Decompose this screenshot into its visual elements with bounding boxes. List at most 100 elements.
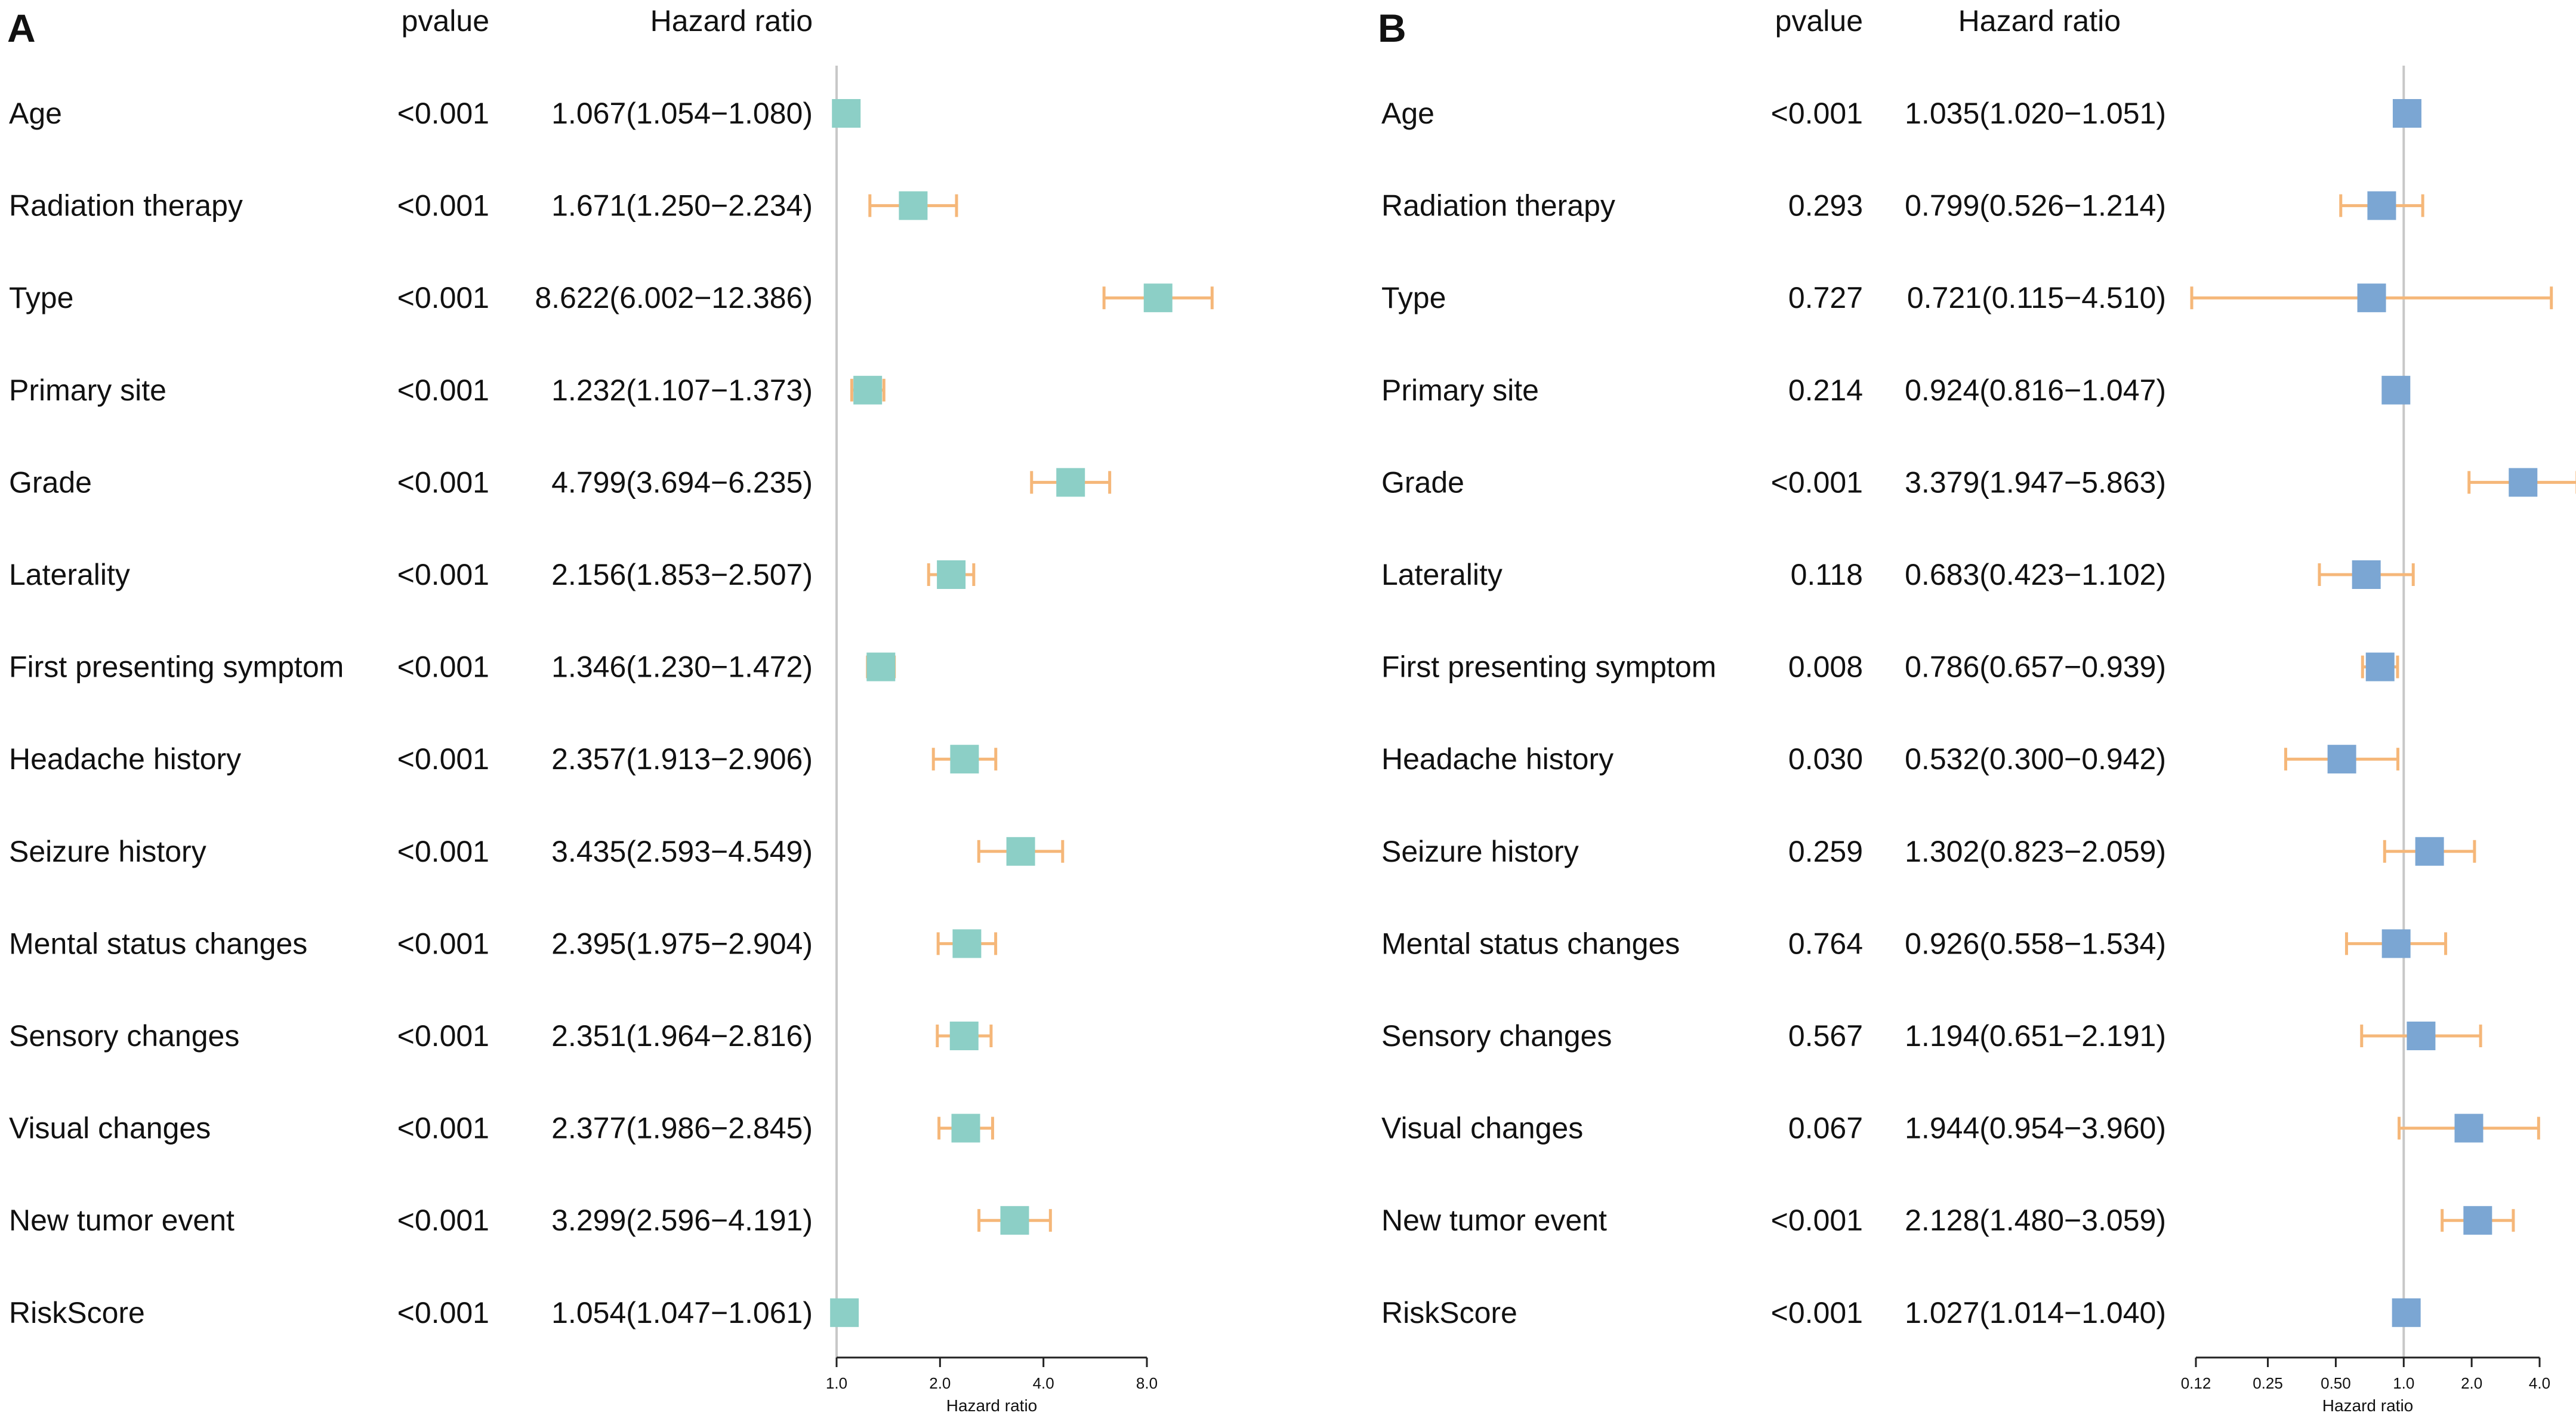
- hazard-ratio-box: [832, 99, 861, 128]
- x-axis-title: Hazard ratio: [946, 1396, 1038, 1415]
- hazard-ratio-ci-text: 1.346(1.230−1.472): [551, 650, 813, 684]
- forest-row: Visual changes <0.001 2.377(1.986−2.845): [9, 1112, 994, 1145]
- forest-row: Headache history 0.030 0.532(0.300−0.942): [1381, 742, 2399, 776]
- variable-label: Radiation therapy: [1381, 189, 1615, 223]
- hazard-ratio-ci-text: 0.721(0.115−4.510): [1907, 281, 2166, 314]
- variable-label: RiskScore: [9, 1296, 145, 1329]
- hazard-ratio-ci-text: 1.194(0.651−2.191): [1905, 1019, 2166, 1053]
- pvalue-value: <0.001: [397, 927, 489, 960]
- hazard-ratio-box: [951, 1113, 980, 1143]
- variable-label: Sensory changes: [9, 1019, 239, 1053]
- x-tick-label: 2.0: [2461, 1374, 2482, 1392]
- hazard-ratio-box: [2367, 191, 2396, 220]
- hazard-ratio-ci-text: 1.671(1.250−2.234): [551, 189, 813, 223]
- forest-row: RiskScore <0.001 1.054(1.047−1.061): [9, 1296, 859, 1329]
- variable-label: Mental status changes: [9, 927, 307, 960]
- forest-row: Primary site 0.214 0.924(0.816−1.047): [1381, 374, 2411, 407]
- hazard-ratio-ci-text: 2.377(1.986−2.845): [551, 1112, 813, 1145]
- variable-label: Visual changes: [1381, 1112, 1583, 1145]
- variable-label: Primary site: [1381, 374, 1539, 407]
- hazard-ratio-box: [2327, 745, 2356, 774]
- panel-label: A: [7, 6, 36, 50]
- hazard-ratio-ci-text: 0.786(0.657−0.939): [1905, 650, 2166, 684]
- hazard-ratio-ci-text: 1.035(1.020−1.051): [1905, 97, 2166, 130]
- pvalue-value: <0.001: [397, 835, 489, 868]
- variable-label: Type: [1381, 281, 1446, 314]
- pvalue-value: <0.001: [397, 97, 489, 130]
- panel-label: B: [1378, 6, 1406, 50]
- pvalue-value: <0.001: [397, 281, 489, 314]
- hazard-ratio-box: [2352, 560, 2381, 589]
- hazard-ratio-ci-text: 0.532(0.300−0.942): [1905, 742, 2166, 776]
- x-tick-label: 2.0: [929, 1374, 951, 1392]
- hazard-ratio-box: [1006, 837, 1035, 866]
- pvalue-value: 0.293: [1788, 189, 1863, 223]
- hazard-ratio-box: [2463, 1206, 2492, 1235]
- hazard-ratio-header: Hazard ratio: [1958, 4, 2121, 38]
- pvalue-value: <0.001: [397, 1296, 489, 1329]
- hazard-ratio-box: [2454, 1113, 2484, 1143]
- variable-label: Headache history: [1381, 742, 1614, 776]
- pvalue-value: <0.001: [397, 374, 489, 407]
- forest-row: Seizure history <0.001 3.435(2.593−4.549): [9, 835, 1065, 868]
- hazard-ratio-ci-text: 1.302(0.823−2.059): [1905, 835, 2166, 868]
- variable-label: Sensory changes: [1381, 1019, 1612, 1053]
- pvalue-value: <0.001: [397, 650, 489, 684]
- variable-label: Visual changes: [9, 1112, 211, 1145]
- hazard-ratio-ci-text: 1.054(1.047−1.061): [551, 1296, 813, 1329]
- hazard-ratio-box: [830, 1298, 859, 1327]
- forest-row: Age <0.001 1.067(1.054−1.080): [9, 97, 861, 130]
- pvalue-value: 0.008: [1788, 650, 1863, 684]
- forest-row: Primary site <0.001 1.232(1.107−1.373): [9, 374, 886, 407]
- hazard-ratio-ci-text: 2.357(1.913−2.906): [551, 742, 813, 776]
- pvalue-value: <0.001: [1771, 97, 1863, 130]
- forest-row: Mental status changes 0.764 0.926(0.558−1.…: [1381, 927, 2448, 960]
- hazard-ratio-ci-text: 3.435(2.593−4.549): [551, 835, 813, 868]
- forest-row: Radiation therapy <0.001 1.671(1.250−2.234…: [9, 189, 958, 223]
- forest-row: First presenting symptom 0.008 0.786(0.657…: [1381, 650, 2399, 684]
- hazard-ratio-header: Hazard ratio: [650, 4, 813, 38]
- forest-row: First presenting symptom <0.001 1.346(1.23…: [9, 650, 896, 684]
- hazard-ratio-ci-text: 1.944(0.954−3.960): [1905, 1112, 2166, 1145]
- variable-label: New tumor event: [1381, 1204, 1607, 1237]
- forest-row: Radiation therapy 0.293 0.799(0.526−1.214): [1381, 189, 2424, 223]
- forest-row: Seizure history 0.259 1.302(0.823−2.059): [1381, 835, 2476, 868]
- pvalue-value: <0.001: [1771, 1296, 1863, 1329]
- variable-label: Age: [1381, 97, 1434, 130]
- hazard-ratio-ci-text: 0.924(0.816−1.047): [1905, 374, 2166, 407]
- hazard-ratio-ci-text: 0.799(0.526−1.214): [1905, 189, 2166, 223]
- hazard-ratio-box: [1000, 1206, 1029, 1235]
- forest-row: New tumor event <0.001 2.128(1.480−3.059): [1381, 1204, 2515, 1237]
- pvalue-value: 0.567: [1788, 1019, 1863, 1053]
- forest-row: Visual changes 0.067 1.944(0.954−3.960): [1381, 1112, 2540, 1145]
- variable-label: Mental status changes: [1381, 927, 1680, 960]
- forest-row: Headache history <0.001 2.357(1.913−2.906): [9, 742, 998, 776]
- x-tick-label: 1.0: [826, 1374, 847, 1392]
- pvalue-value: 0.214: [1788, 374, 1863, 407]
- pvalue-value: 0.259: [1788, 835, 1863, 868]
- pvalue-value: <0.001: [397, 1204, 489, 1237]
- hazard-ratio-box: [949, 1022, 979, 1050]
- pvalue-value: 0.764: [1788, 927, 1863, 960]
- hazard-ratio-box: [2365, 652, 2395, 681]
- hazard-ratio-box: [2392, 99, 2421, 128]
- variable-label: New tumor event: [9, 1204, 235, 1237]
- pvalue-header: pvalue: [1775, 4, 1863, 38]
- pvalue-header: pvalue: [402, 4, 489, 38]
- variable-label: Age: [9, 97, 62, 130]
- pvalue-value: <0.001: [1771, 465, 1863, 499]
- forest-row: Laterality <0.001 2.156(1.853−2.507): [9, 558, 976, 591]
- hazard-ratio-ci-text: 1.232(1.107−1.373): [551, 374, 813, 407]
- hazard-ratio-box: [952, 929, 982, 958]
- pvalue-value: 0.727: [1788, 281, 1863, 314]
- forest-row: Sensory changes <0.001 2.351(1.964−2.816): [9, 1019, 993, 1053]
- hazard-ratio-box: [950, 745, 979, 774]
- hazard-ratio-ci-text: 8.622(6.002−12.386): [535, 281, 813, 314]
- x-tick-label: 1.0: [2393, 1374, 2414, 1392]
- hazard-ratio-ci-text: 4.799(3.694−6.235): [551, 465, 813, 499]
- forest-row: Grade <0.001 3.379(1.947−5.863): [1381, 465, 2576, 499]
- pvalue-value: 0.030: [1788, 742, 1863, 776]
